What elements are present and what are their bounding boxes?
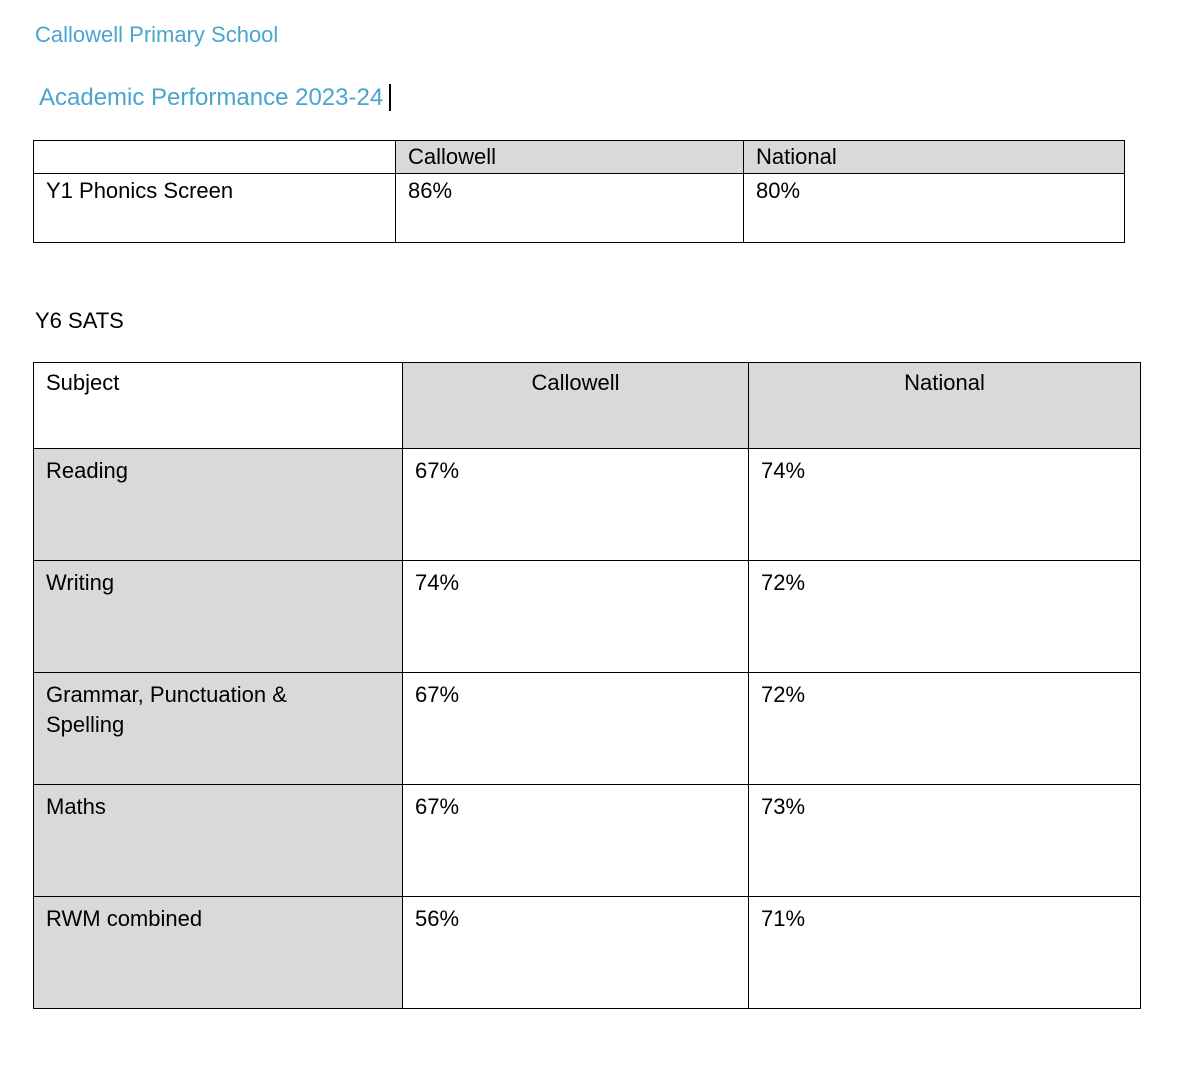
table-row: Writing 74% 72% — [33, 560, 1141, 674]
phonics-table: Callowell National Y1 Phonics Screen 86%… — [33, 139, 1125, 243]
row-header-cell[interactable]: Writing — [33, 560, 403, 674]
sats-header-national[interactable]: National — [748, 362, 1141, 450]
table-header-row: Subject Callowell National — [33, 362, 1141, 450]
national-value-cell[interactable]: 74% — [748, 448, 1141, 562]
callowell-value-cell[interactable]: 67% — [402, 672, 749, 786]
school-name-heading[interactable]: Callowell Primary School — [35, 22, 279, 47]
table-row: Grammar, Punctuation & Spelling 67% 72% — [33, 672, 1141, 786]
row-header-cell[interactable]: Y1 Phonics Screen — [33, 172, 396, 243]
callowell-value-cell[interactable]: 56% — [402, 896, 749, 1010]
document-page[interactable]: Callowell Primary School Academic Perfor… — [0, 0, 1173, 1010]
table-row: RWM combined 56% 71% — [33, 896, 1141, 1010]
callowell-value-cell[interactable]: 74% — [402, 560, 749, 674]
phonics-header-empty-cell[interactable] — [33, 139, 396, 174]
sats-section-heading[interactable]: Y6 SATS — [35, 307, 124, 333]
report-title-line[interactable]: Academic Performance 2023-24 — [39, 84, 1173, 112]
table-header-row: Callowell National — [33, 139, 1125, 174]
callowell-value-cell[interactable]: 86% — [395, 172, 744, 243]
row-header-cell[interactable]: RWM combined — [33, 896, 403, 1010]
row-header-cell[interactable]: Reading — [33, 448, 403, 562]
callowell-value-cell[interactable]: 67% — [402, 784, 749, 898]
phonics-header-callowell[interactable]: Callowell — [395, 139, 744, 174]
sats-header-subject[interactable]: Subject — [33, 362, 403, 450]
national-value-cell[interactable]: 71% — [748, 896, 1141, 1010]
text-cursor — [389, 84, 392, 112]
sats-table: Subject Callowell National Reading 67% 7… — [33, 362, 1141, 1010]
table-row: Reading 67% 74% — [33, 448, 1141, 562]
report-title-heading[interactable]: Academic Performance 2023-24 — [39, 84, 384, 112]
row-header-cell[interactable]: Grammar, Punctuation & Spelling — [33, 672, 403, 786]
national-value-cell[interactable]: 80% — [743, 172, 1125, 243]
phonics-header-national[interactable]: National — [743, 139, 1125, 174]
national-value-cell[interactable]: 72% — [748, 560, 1141, 674]
national-value-cell[interactable]: 73% — [748, 784, 1141, 898]
table-row: Maths 67% 73% — [33, 784, 1141, 898]
row-header-cell[interactable]: Maths — [33, 784, 403, 898]
table-row: Y1 Phonics Screen 86% 80% — [33, 172, 1125, 243]
sats-header-callowell[interactable]: Callowell — [402, 362, 749, 450]
callowell-value-cell[interactable]: 67% — [402, 448, 749, 562]
national-value-cell[interactable]: 72% — [748, 672, 1141, 786]
